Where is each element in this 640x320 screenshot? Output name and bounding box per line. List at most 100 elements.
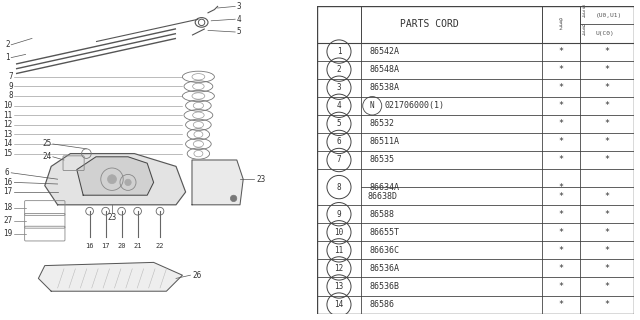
Text: *: * bbox=[558, 246, 563, 255]
Text: 8: 8 bbox=[337, 183, 341, 192]
Text: *: * bbox=[558, 156, 563, 164]
Text: 26: 26 bbox=[192, 271, 201, 280]
Text: *: * bbox=[604, 137, 609, 147]
Text: 021706000(1): 021706000(1) bbox=[385, 101, 445, 110]
Text: PARTS CORD: PARTS CORD bbox=[400, 20, 459, 29]
Text: 20: 20 bbox=[117, 244, 126, 249]
Text: *: * bbox=[558, 210, 563, 219]
Text: *: * bbox=[604, 65, 609, 74]
Text: 2: 2 bbox=[5, 40, 10, 49]
Text: *: * bbox=[558, 183, 563, 192]
Text: 9
3
4: 9 3 4 bbox=[581, 5, 584, 19]
Text: 5: 5 bbox=[237, 28, 241, 36]
Text: *: * bbox=[558, 83, 563, 92]
Text: *: * bbox=[558, 47, 563, 56]
Text: 3: 3 bbox=[337, 83, 341, 92]
Text: *: * bbox=[558, 228, 563, 237]
Text: *: * bbox=[604, 101, 609, 110]
Text: 86548A: 86548A bbox=[369, 65, 399, 74]
Text: 11: 11 bbox=[4, 111, 13, 120]
Text: 86536B: 86536B bbox=[369, 282, 399, 291]
Text: *: * bbox=[558, 264, 563, 273]
Text: 14: 14 bbox=[4, 140, 13, 148]
Text: *: * bbox=[558, 137, 563, 147]
Text: 9: 9 bbox=[8, 82, 13, 91]
Text: 13: 13 bbox=[334, 282, 344, 291]
Text: 18: 18 bbox=[4, 204, 13, 212]
Text: 16: 16 bbox=[4, 178, 13, 187]
Text: 9
3
2: 9 3 2 bbox=[559, 18, 563, 31]
Text: 9
3
4: 9 3 4 bbox=[581, 24, 584, 37]
Polygon shape bbox=[77, 157, 154, 195]
Text: 11: 11 bbox=[334, 246, 344, 255]
Text: 86542A: 86542A bbox=[369, 47, 399, 56]
Text: 13: 13 bbox=[4, 130, 13, 139]
Text: 86636C: 86636C bbox=[369, 246, 399, 255]
Text: 23: 23 bbox=[256, 175, 265, 184]
Text: 1: 1 bbox=[337, 47, 341, 56]
Text: 25: 25 bbox=[42, 140, 51, 148]
Text: 16: 16 bbox=[85, 244, 94, 249]
Text: 8: 8 bbox=[8, 92, 13, 100]
Text: 1: 1 bbox=[5, 53, 10, 62]
Text: 10: 10 bbox=[334, 228, 344, 237]
Text: 86634A: 86634A bbox=[369, 183, 399, 192]
Text: 86655T: 86655T bbox=[369, 228, 399, 237]
Text: 3: 3 bbox=[237, 2, 241, 11]
Text: 22: 22 bbox=[156, 244, 164, 249]
Text: *: * bbox=[558, 192, 563, 201]
Text: N: N bbox=[370, 101, 374, 110]
Text: 10: 10 bbox=[4, 101, 13, 110]
Text: 7: 7 bbox=[8, 72, 13, 81]
Text: 86536A: 86536A bbox=[369, 264, 399, 273]
Text: 86532: 86532 bbox=[369, 119, 394, 128]
Text: 23: 23 bbox=[108, 213, 116, 222]
Text: 27: 27 bbox=[4, 216, 13, 225]
Text: 4: 4 bbox=[337, 101, 341, 110]
Text: 9: 9 bbox=[337, 210, 341, 219]
Text: 86588: 86588 bbox=[369, 210, 394, 219]
Text: 21: 21 bbox=[133, 244, 142, 249]
Text: 86535: 86535 bbox=[369, 156, 394, 164]
Text: 5: 5 bbox=[337, 119, 341, 128]
Text: *: * bbox=[604, 228, 609, 237]
Text: *: * bbox=[558, 282, 563, 291]
Text: 24: 24 bbox=[42, 152, 51, 161]
Text: 15: 15 bbox=[4, 149, 13, 158]
Text: 14: 14 bbox=[334, 300, 344, 309]
Text: *: * bbox=[604, 264, 609, 273]
Circle shape bbox=[125, 179, 131, 186]
Text: *: * bbox=[558, 101, 563, 110]
Text: *: * bbox=[558, 65, 563, 74]
Text: 86638D: 86638D bbox=[367, 192, 397, 201]
Text: 17: 17 bbox=[4, 188, 13, 196]
Text: 12: 12 bbox=[334, 264, 344, 273]
Text: 17: 17 bbox=[101, 244, 110, 249]
Text: *: * bbox=[604, 300, 609, 309]
Text: *: * bbox=[604, 156, 609, 164]
Text: 12: 12 bbox=[4, 120, 13, 129]
Text: 86538A: 86538A bbox=[369, 83, 399, 92]
Text: *: * bbox=[604, 282, 609, 291]
Text: *: * bbox=[604, 83, 609, 92]
Text: 7: 7 bbox=[337, 156, 341, 164]
Text: 86586: 86586 bbox=[369, 300, 394, 309]
Text: *: * bbox=[558, 119, 563, 128]
Text: U(C0): U(C0) bbox=[596, 31, 614, 36]
Text: 6: 6 bbox=[5, 168, 10, 177]
Text: *: * bbox=[604, 192, 609, 201]
Text: *: * bbox=[558, 300, 563, 309]
Circle shape bbox=[108, 175, 116, 184]
Text: *: * bbox=[604, 210, 609, 219]
Text: 2: 2 bbox=[337, 65, 341, 74]
Polygon shape bbox=[192, 160, 243, 205]
Text: 6: 6 bbox=[337, 137, 341, 147]
Polygon shape bbox=[45, 154, 186, 205]
Text: *: * bbox=[604, 47, 609, 56]
Circle shape bbox=[230, 195, 237, 202]
Text: 4: 4 bbox=[237, 15, 241, 24]
Text: *: * bbox=[604, 246, 609, 255]
Text: 86511A: 86511A bbox=[369, 137, 399, 147]
Polygon shape bbox=[38, 262, 182, 291]
Text: (U0,U1): (U0,U1) bbox=[596, 13, 622, 18]
